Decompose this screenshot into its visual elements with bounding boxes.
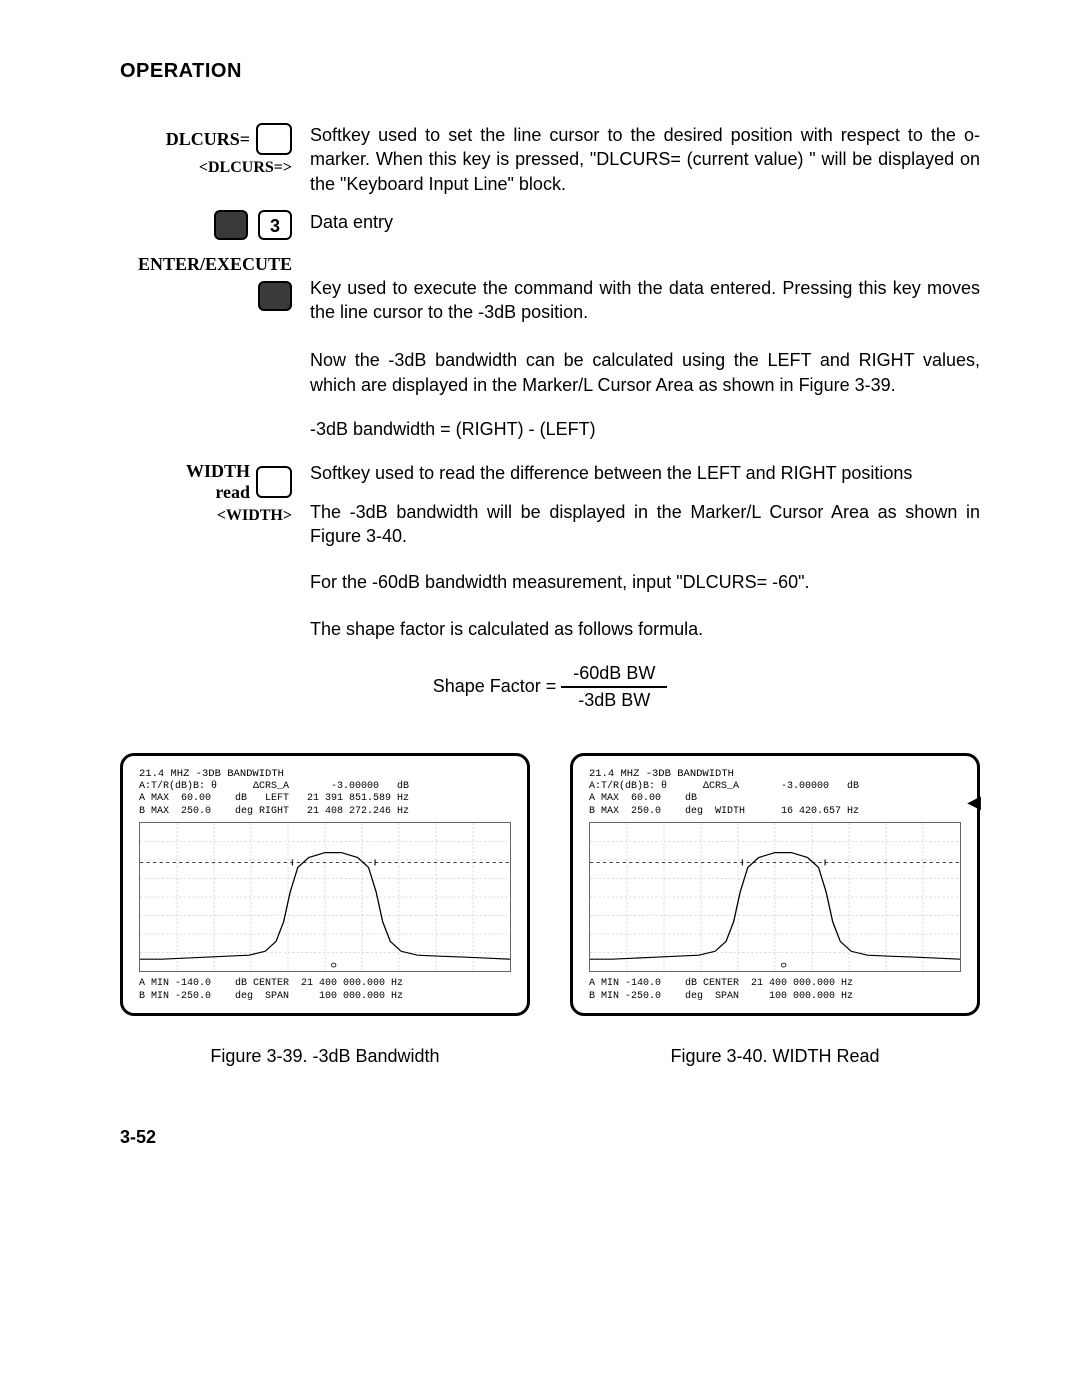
crt-right-l3: A MAX 60.00 dB — [589, 793, 961, 806]
softkey-icon — [256, 123, 292, 155]
crt-right-title: 21.4 MHZ -3DB BANDWIDTH — [589, 768, 961, 781]
numeric-key: 3 — [258, 210, 292, 240]
crt-left-l3: A MAX 60.00 dB LEFT 21 391 851.589 Hz — [139, 793, 511, 806]
crt-left-l2: A:T/R(dB)B: θ ΔCRS_A -3.00000 dB — [139, 781, 511, 794]
dlcurs-label: DLCURS= — [166, 129, 250, 150]
captions-row: Figure 3-39. -3dB Bandwidth Figure 3-40.… — [120, 1046, 980, 1067]
screen-right: ◀ 21.4 MHZ -3DB BANDWIDTH A:T/R(dB)B: θ … — [570, 753, 980, 1017]
page-number: 3-52 — [120, 1127, 980, 1148]
dlcurs-row: DLCURS= <DLCURS=> Softkey used to set th… — [120, 123, 980, 196]
crt-left-f2: B MIN -250.0 deg SPAN 100 000.000 Hz — [139, 991, 511, 1004]
data-entry-row: 3 Data entry — [120, 210, 980, 240]
screen-left: 21.4 MHZ -3DB BANDWIDTH A:T/R(dB)B: θ ΔC… — [120, 753, 530, 1017]
formula-lhs: Shape Factor = — [433, 676, 557, 696]
shape-sentence: The shape factor is calculated as follow… — [310, 617, 980, 641]
crt-right-f2: B MIN -250.0 deg SPAN 100 000.000 Hz — [589, 991, 961, 1004]
dlcurs-sublabel: <DLCURS=> — [120, 159, 292, 177]
execute-key-icon — [258, 281, 292, 311]
crt-left-f1: A MIN -140.0 dB CENTER 21 400 000.000 Hz — [139, 978, 511, 991]
calc-paragraph: Now the -3dB bandwidth can be calculated… — [310, 348, 980, 397]
width-desc-1: Softkey used to read the difference betw… — [310, 461, 980, 485]
softkey-icon — [256, 466, 292, 498]
crt-right-f1: A MIN -140.0 dB CENTER 21 400 000.000 Hz — [589, 978, 961, 991]
crt-right-l4: B MAX 250.0 deg WIDTH 16 420.657 Hz — [589, 806, 961, 819]
width-label-1: WIDTH — [186, 461, 250, 482]
section-title: OPERATION — [120, 60, 980, 83]
arrow-icon: ◀ — [967, 792, 981, 813]
formula-num: -60dB BW — [561, 661, 667, 688]
key-filled-icon — [214, 210, 248, 240]
caption-left: Figure 3-39. -3dB Bandwidth — [120, 1046, 530, 1067]
enter-execute-desc: Key used to execute the command with the… — [310, 254, 980, 325]
crt-left-title: 21.4 MHZ -3DB BANDWIDTH — [139, 768, 511, 781]
dlcurs-desc: Softkey used to set the line cursor to t… — [310, 123, 980, 196]
formula-den: -3dB BW — [561, 688, 667, 713]
width-sublabel: <WIDTH> — [120, 507, 292, 525]
crt-right-l2: A:T/R(dB)B: θ ΔCRS_A -3.00000 dB — [589, 781, 961, 794]
screens-row: 21.4 MHZ -3DB BANDWIDTH A:T/R(dB)B: θ ΔC… — [120, 753, 980, 1017]
bw-equation: -3dB bandwidth = (RIGHT) - (LEFT) — [310, 417, 980, 441]
width-label-2: read — [186, 482, 250, 503]
enter-execute-row: ENTER/EXECUTE Key used to execute the co… — [120, 254, 980, 325]
shape-formula: Shape Factor = -60dB BW -3dB BW — [120, 661, 980, 713]
crt-left-l4: B MAX 250.0 deg RIGHT 21 408 272.246 Hz — [139, 806, 511, 819]
chart-left — [139, 822, 511, 972]
width-row: WIDTH read <WIDTH> Softkey used to read … — [120, 461, 980, 594]
caption-right: Figure 3-40. WIDTH Read — [570, 1046, 980, 1067]
width-desc-3: For the -60dB bandwidth measurement, inp… — [310, 570, 980, 594]
enter-execute-label: ENTER/EXECUTE — [120, 254, 292, 275]
chart-right — [589, 822, 961, 972]
data-entry-desc: Data entry — [310, 210, 980, 234]
width-desc-2: The -3dB bandwidth will be displayed in … — [310, 500, 980, 549]
